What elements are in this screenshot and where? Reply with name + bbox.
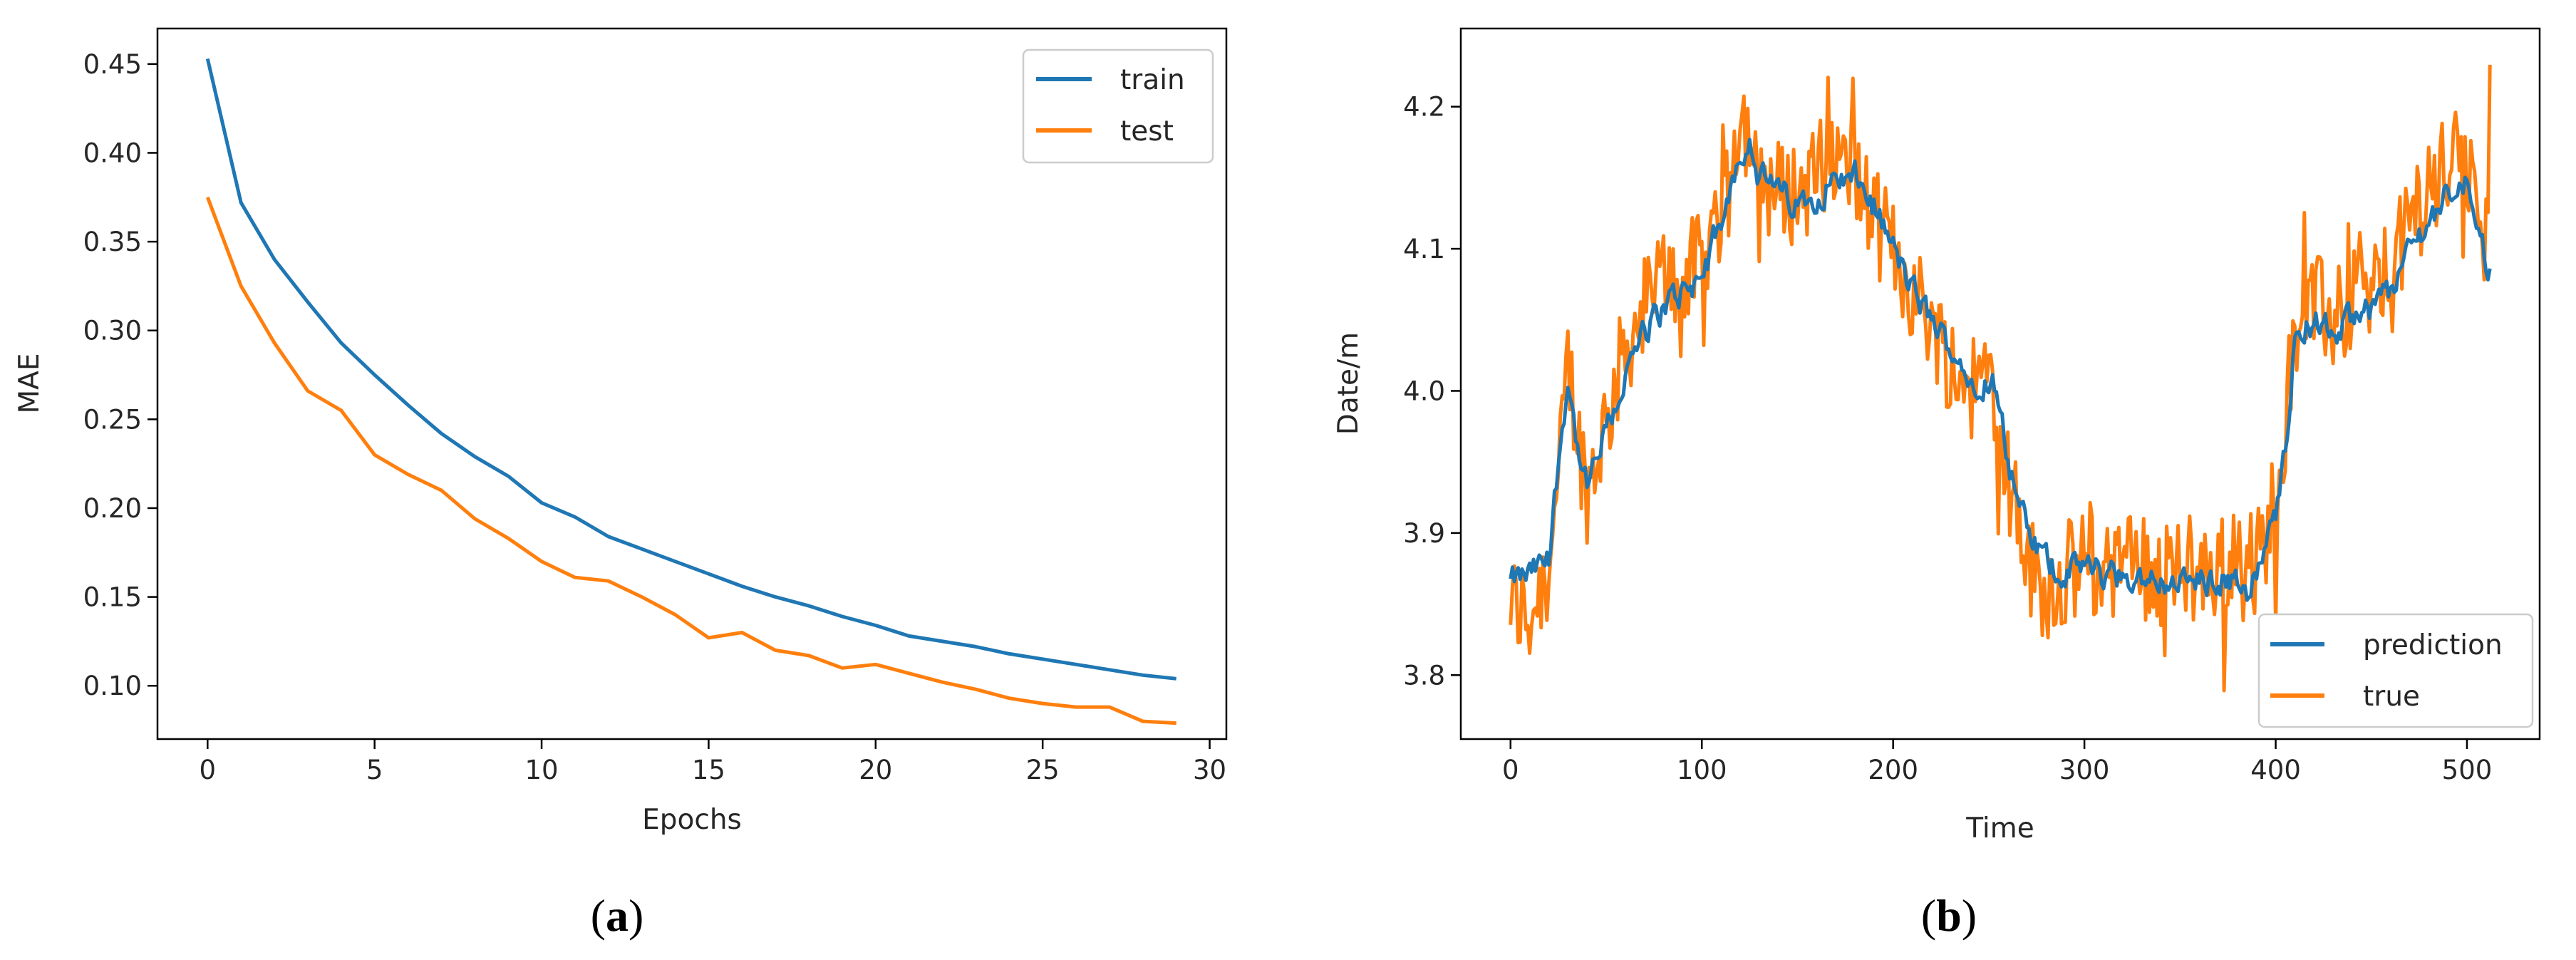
x-axis-ticks: 0 100 200 300 400 500 <box>1502 739 2492 785</box>
panel-b-chart: 0 100 200 300 400 500 3.8 3.9 4.0 4.1 4.2 Time Da… <box>1333 27 2541 941</box>
y-tick-label: 3.8 <box>1403 660 1445 691</box>
y-axis-ticks: 3.8 3.9 4.0 4.1 4.2 <box>1403 92 1461 691</box>
series-lines <box>1509 64 2492 693</box>
series-line-prediction <box>1509 138 2492 602</box>
y-tick-label: 3.9 <box>1403 518 1445 549</box>
legend: train test <box>1022 48 1214 164</box>
plot-frame <box>156 27 1228 740</box>
y-tick-label: 0.25 <box>83 404 142 435</box>
x-tick-label: 25 <box>1026 755 1060 785</box>
series-line-true <box>1509 64 2492 693</box>
x-tick-label: 200 <box>1868 755 1918 785</box>
x-tick-label: 30 <box>1193 755 1226 785</box>
series-line-train <box>205 58 1176 681</box>
x-tick-label: 5 <box>366 755 383 785</box>
y-tick-label: 4.1 <box>1403 234 1445 264</box>
caption-a: (a) <box>591 890 644 941</box>
panel-a-chart: 0 5 10 15 20 25 30 0.10 0.15 0.20 0.25 0.30 0.35 0.4… <box>14 27 1228 941</box>
x-tick-label: 0 <box>1502 755 1519 785</box>
y-axis-label: MAE <box>14 353 46 414</box>
y-tick-label: 0.15 <box>83 582 142 613</box>
legend: prediction true <box>2257 613 2534 728</box>
y-tick-label: 0.20 <box>83 493 142 524</box>
y-tick-label: 0.35 <box>83 227 142 257</box>
x-tick-label: 15 <box>692 755 725 785</box>
x-axis-label: Time <box>1965 812 2034 845</box>
y-tick-label: 0.30 <box>83 316 142 346</box>
y-axis-ticks: 0.10 0.15 0.20 0.25 0.30 0.35 0.40 0.45 <box>83 49 157 701</box>
x-tick-label: 500 <box>2442 755 2493 785</box>
y-tick-label: 0.45 <box>83 49 142 80</box>
x-tick-label: 300 <box>2059 755 2110 785</box>
y-tick-label: 0.10 <box>83 671 142 701</box>
legend-box <box>2257 613 2534 728</box>
x-axis-ticks: 0 5 10 15 20 25 30 <box>200 739 1226 785</box>
legend-label-prediction: prediction <box>2363 629 2503 661</box>
x-tick-label: 400 <box>2250 755 2301 785</box>
legend-label-true: true <box>2363 681 2420 713</box>
x-tick-label: 0 <box>200 755 217 785</box>
x-tick-label: 10 <box>525 755 559 785</box>
caption-b: (b) <box>1921 890 1977 941</box>
x-tick-label: 100 <box>1677 755 1727 785</box>
x-tick-label: 20 <box>859 755 892 785</box>
legend-label-train: train <box>1120 64 1185 96</box>
x-axis-label: Epochs <box>642 804 742 836</box>
legend-label-test: test <box>1120 115 1174 148</box>
y-axis-label: Date/m <box>1333 332 1365 435</box>
series-line-test <box>205 196 1176 726</box>
plot-frame <box>1459 27 2541 740</box>
y-tick-label: 4.2 <box>1403 92 1445 123</box>
series-lines <box>205 58 1176 726</box>
y-tick-label: 0.40 <box>83 138 142 168</box>
y-tick-label: 4.0 <box>1403 376 1445 406</box>
